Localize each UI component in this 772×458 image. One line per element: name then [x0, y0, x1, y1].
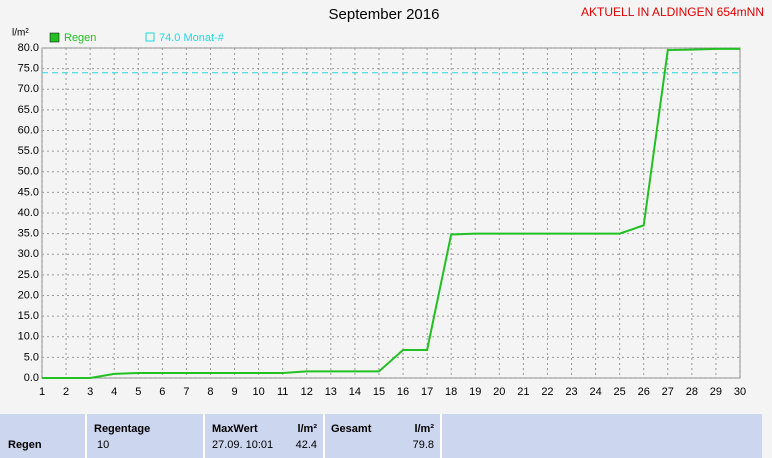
x-tick-label: 20: [493, 386, 505, 398]
x-tick-label: 11: [277, 386, 288, 398]
y-tick-label: 80.0: [18, 42, 39, 54]
header: Gesamt: [331, 423, 372, 435]
legend-swatch: [49, 32, 60, 43]
y-tick-label: 60.0: [18, 124, 39, 136]
cell: 10: [97, 439, 109, 451]
cell: 79.8: [413, 439, 434, 451]
y-tick-label: 75.0: [18, 63, 39, 75]
table-bg: [0, 414, 762, 458]
x-tick-label: 25: [614, 386, 626, 398]
y-tick-label: 20.0: [18, 289, 39, 301]
y-tick-label: 25.0: [18, 269, 39, 281]
cell: 27.09. 10:01: [212, 439, 273, 451]
y-tick-label: 55.0: [18, 145, 39, 157]
x-tick-label: 7: [183, 386, 189, 398]
x-tick-label: 2: [63, 386, 69, 398]
x-tick-label: 21: [517, 386, 529, 398]
x-tick-label: 27: [662, 386, 674, 398]
x-tick-label: 26: [638, 386, 650, 398]
x-tick-label: 1: [39, 386, 45, 398]
x-tick-label: 30: [734, 386, 746, 398]
y-tick-label: 40.0: [18, 207, 39, 219]
y-tick-label: 70.0: [18, 83, 39, 95]
legend-swatch: [145, 32, 155, 42]
x-tick-label: 6: [159, 386, 165, 398]
x-tick-label: 4: [111, 386, 117, 398]
unit: l/m²: [297, 423, 317, 435]
y-tick-label: 35.0: [18, 228, 39, 240]
station: AKTUELL IN ALDINGEN 654mNN: [581, 5, 764, 19]
series-line: [42, 47, 740, 379]
cell: 42.4: [296, 439, 317, 451]
y-tick-label: 30.0: [18, 248, 39, 260]
x-tick-label: 17: [421, 386, 433, 398]
header: Regentage: [94, 423, 150, 435]
x-tick-label: 5: [135, 386, 141, 398]
x-tick-label: 22: [541, 386, 553, 398]
y-tick-label: 10.0: [18, 331, 39, 343]
legend-label: 74.0 Monat-#: [159, 32, 225, 44]
x-tick-label: 12: [301, 386, 313, 398]
x-tick-label: 28: [686, 386, 698, 398]
x-tick-label: 15: [373, 386, 385, 398]
x-tick-label: 23: [565, 386, 577, 398]
x-tick-label: 19: [469, 386, 481, 398]
y-tick-label: 50.0: [18, 166, 39, 178]
chart-title: September 2016: [329, 6, 440, 23]
x-tick-label: 9: [231, 386, 237, 398]
y-tick-label: 0.0: [24, 372, 39, 384]
y-label: l/m²: [12, 28, 29, 39]
unit: l/m²: [414, 423, 434, 435]
x-tick-label: 29: [710, 386, 722, 398]
plot-frame: [41, 47, 741, 379]
header: MaxWert: [212, 423, 258, 435]
x-tick-label: 18: [445, 386, 457, 398]
x-tick-label: 16: [397, 386, 409, 398]
x-tick-label: 24: [589, 386, 601, 398]
y-tick-label: 5.0: [24, 351, 39, 363]
x-tick-label: 8: [207, 386, 213, 398]
y-tick-label: 15.0: [18, 310, 39, 322]
x-tick-label: 14: [349, 386, 361, 398]
legend-label: Regen: [64, 32, 96, 44]
x-tick-label: 3: [87, 386, 93, 398]
y-tick-label: 65.0: [18, 104, 39, 116]
x-tick-label: 10: [252, 386, 264, 398]
x-tick-label: 13: [325, 386, 337, 398]
row-label: Regen: [8, 439, 42, 451]
y-tick-label: 45.0: [18, 186, 39, 198]
